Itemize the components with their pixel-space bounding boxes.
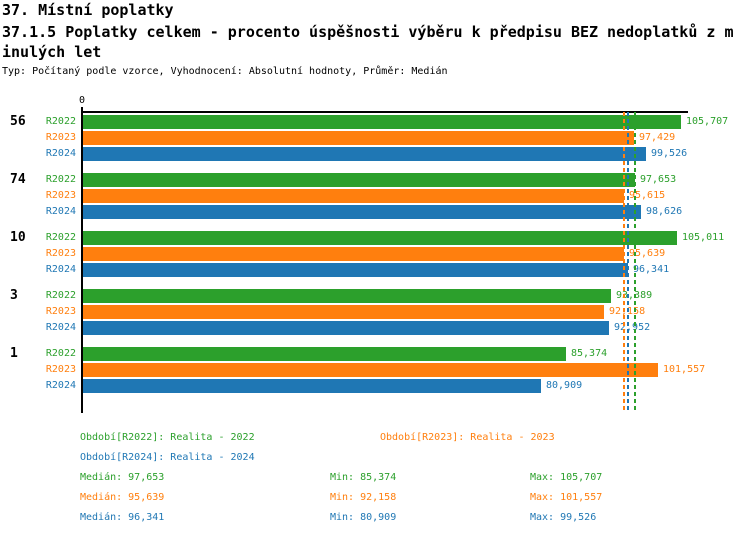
bar-r2022-group-10 [83,231,677,245]
value-label-r2022-group-74: 97,653 [640,174,677,185]
bar-r2022-group-74 [83,173,635,187]
series-tick-label-r2024-74: R2024 [45,206,76,217]
value-label-r2023-group-1: 101,557 [663,364,706,375]
bar-r2023-group-74 [83,189,624,203]
page-title: 37. Místní poplatky [2,1,174,19]
bar-r2024-group-56 [83,147,646,161]
bar-r2023-group-3 [83,305,604,319]
stat-min-r2023: Min: 92,158 [330,492,397,503]
stat-median-r2024: Medián: 96,341 [80,512,165,523]
bar-r2024-group-1 [83,379,541,393]
stat-min-r2024: Min: 80,909 [330,512,397,523]
legend-item-r2024: Období[R2024]: Realita - 2024 [80,452,255,463]
chart-title-line1: 37.1.5 Poplatky celkem - procento úspěšn… [2,23,734,41]
value-label-r2024-group-1: 80,909 [546,380,583,391]
bar-r2024-group-74 [83,205,641,219]
category-label-1: 1 [10,346,18,361]
chart-meta-line: Typ: Počítaný podle vzorce, Vyhodnocení:… [2,66,448,77]
series-tick-label-r2024-1: R2024 [45,380,76,391]
median-line-r2023 [623,112,625,413]
stat-max-r2022: Max: 105,707 [530,472,603,483]
value-label-r2022-group-56: 105,707 [686,116,729,127]
value-label-r2024-group-74: 98,626 [646,206,683,217]
median-line-r2022 [634,112,636,413]
stat-median-r2022: Medián: 97,653 [80,472,165,483]
bar-r2024-group-10 [83,263,628,277]
stat-median-r2023: Medián: 95,639 [80,492,165,503]
legend-item-r2023: Období[R2023]: Realita - 2023 [380,432,555,443]
series-tick-label-r2023-74: R2023 [45,190,76,201]
series-tick-label-r2022-56: R2022 [45,116,76,127]
bar-r2024-group-3 [83,321,609,335]
value-label-r2022-group-1: 85,374 [571,348,608,359]
value-label-r2024-group-3: 92,952 [614,322,651,333]
chart-title-line2: inulých let [2,43,102,61]
bar-r2023-group-56 [83,131,634,145]
value-label-r2023-group-74: 95,615 [629,190,666,201]
bar-r2022-group-56 [83,115,681,129]
stat-min-r2022: Min: 85,374 [330,472,397,483]
category-label-56: 56 [10,114,26,129]
series-tick-label-r2023-3: R2023 [45,306,76,317]
stat-max-r2024: Max: 99,526 [530,512,597,523]
series-tick-label-r2023-56: R2023 [45,132,76,143]
value-label-r2022-group-10: 105,011 [682,232,725,243]
series-tick-label-r2022-74: R2022 [45,174,76,185]
series-tick-label-r2024-56: R2024 [45,148,76,159]
series-tick-label-r2023-10: R2023 [45,248,76,259]
bar-r2023-group-1 [83,363,658,377]
series-tick-label-r2022-3: R2022 [45,290,76,301]
category-label-74: 74 [10,172,26,187]
value-label-r2024-group-56: 99,526 [651,148,688,159]
bar-r2022-group-3 [83,289,611,303]
value-label-r2023-group-56: 97,429 [639,132,676,143]
x-axis-top-line [81,111,688,113]
series-tick-label-r2024-10: R2024 [45,264,76,275]
legend-item-r2022: Období[R2022]: Realita - 2022 [80,432,255,443]
series-tick-label-r2023-1: R2023 [45,364,76,375]
series-tick-label-r2022-10: R2022 [45,232,76,243]
series-tick-label-r2024-3: R2024 [45,322,76,333]
axis-zero-tick-label: 0 [78,95,86,106]
category-label-10: 10 [10,230,26,245]
stat-max-r2023: Max: 101,557 [530,492,603,503]
series-tick-label-r2022-1: R2022 [45,348,76,359]
bar-r2022-group-1 [83,347,566,361]
category-label-3: 3 [10,288,18,303]
bar-r2023-group-10 [83,247,624,261]
median-line-r2024 [627,112,629,413]
value-label-r2023-group-10: 95,639 [629,248,666,259]
value-label-r2024-group-10: 96,341 [633,264,670,275]
y-axis-line [81,107,83,413]
